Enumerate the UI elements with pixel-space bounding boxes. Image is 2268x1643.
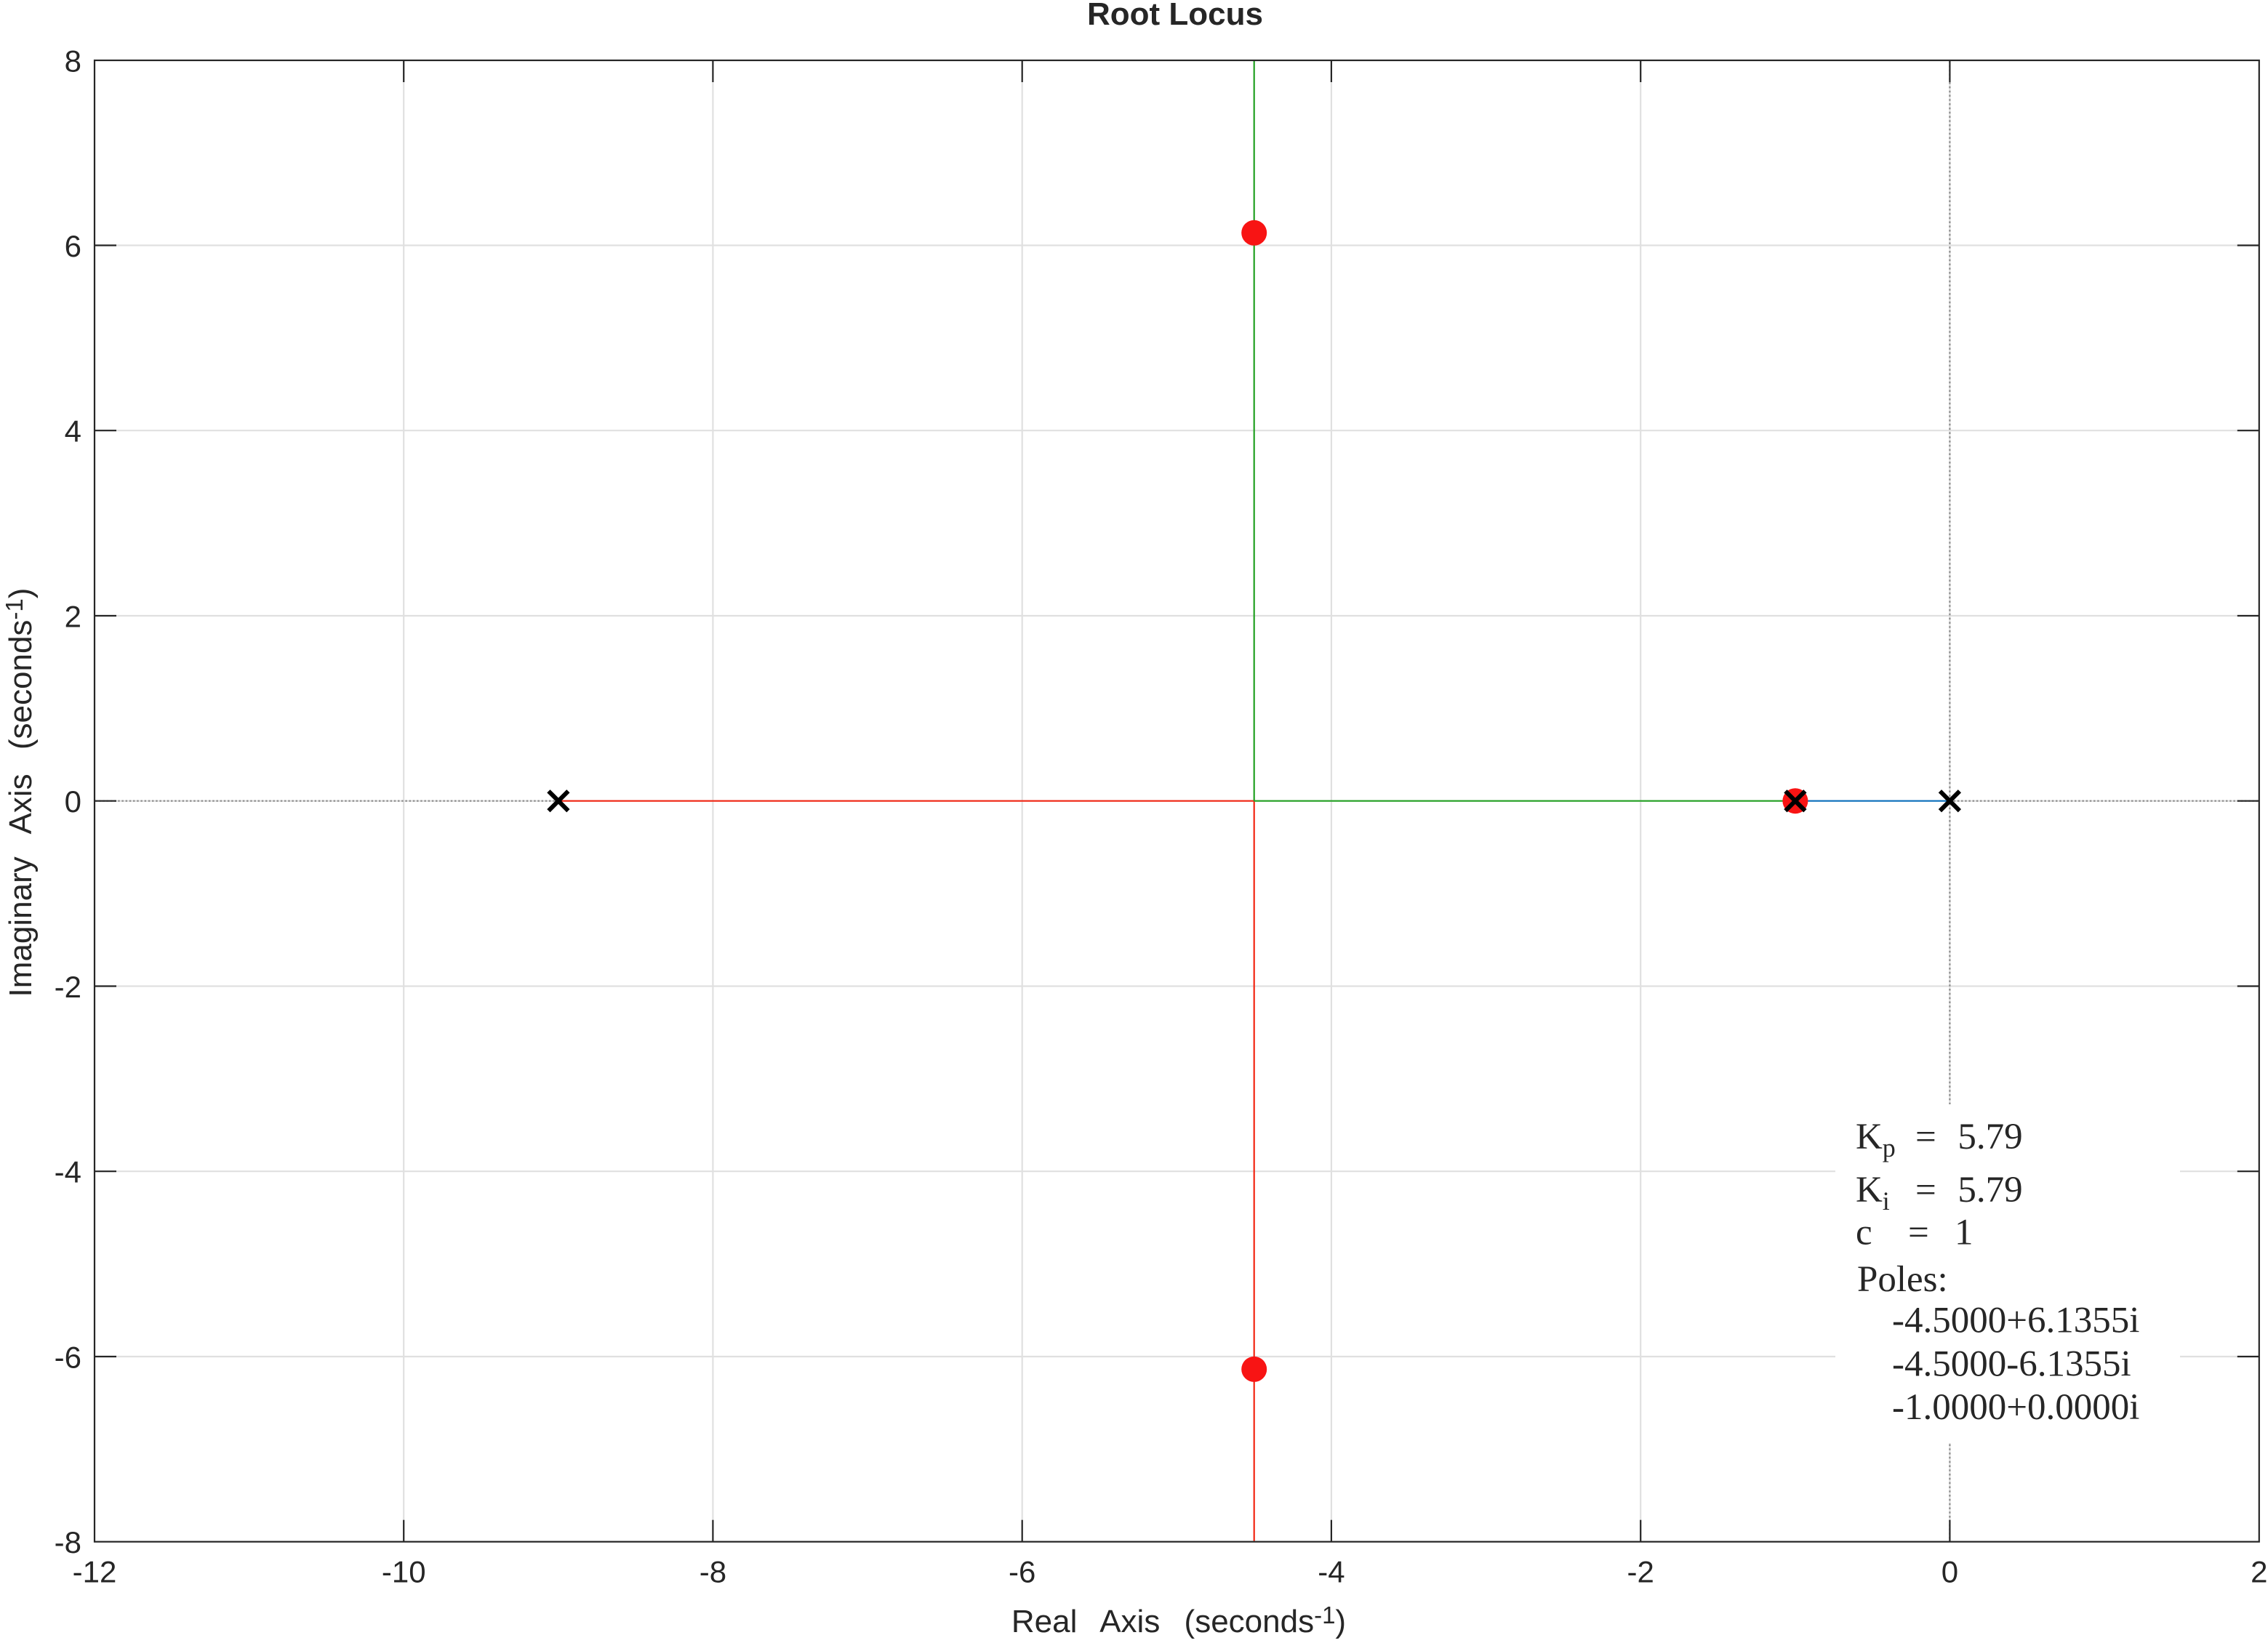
- svg-text:Real Axis (seconds-1): Real Axis (seconds-1): [1011, 1602, 1346, 1639]
- svg-text:K: K: [1856, 1117, 1883, 1157]
- svg-text:-10: -10: [382, 1555, 426, 1589]
- svg-text:-12: -12: [73, 1555, 117, 1589]
- svg-text:2: 2: [65, 599, 81, 633]
- svg-text:=: =: [1915, 1117, 1936, 1157]
- svg-text:i: i: [1883, 1186, 1890, 1216]
- svg-text:-2: -2: [55, 970, 81, 1004]
- svg-text:c: c: [1856, 1213, 1872, 1253]
- svg-text:0: 0: [65, 784, 81, 819]
- svg-text:5.79: 5.79: [1958, 1170, 2022, 1210]
- svg-text:Root Locus: Root Locus: [1087, 0, 1263, 32]
- svg-text:0: 0: [1942, 1555, 1958, 1589]
- svg-text:-1.0000+0.0000i: -1.0000+0.0000i: [1892, 1387, 2139, 1428]
- svg-text:=: =: [1908, 1213, 1929, 1253]
- svg-text:-8: -8: [700, 1555, 726, 1589]
- svg-text:-4: -4: [55, 1155, 81, 1189]
- svg-text:K: K: [1856, 1170, 1883, 1210]
- svg-text:2: 2: [2251, 1555, 2267, 1589]
- svg-text:Poles:: Poles:: [1857, 1259, 1948, 1300]
- svg-text:-2: -2: [1627, 1555, 1654, 1589]
- svg-text:5.79: 5.79: [1958, 1117, 2022, 1157]
- svg-text:-6: -6: [55, 1340, 81, 1374]
- svg-text:=: =: [1915, 1170, 1936, 1210]
- svg-text:4: 4: [65, 414, 81, 449]
- svg-text:-4: -4: [1318, 1555, 1345, 1589]
- svg-text:Imaginary Axis (seconds-1): Imaginary Axis (seconds-1): [1, 588, 39, 997]
- svg-text:p: p: [1883, 1133, 1896, 1162]
- svg-text:-8: -8: [55, 1525, 81, 1559]
- svg-text:-4.5000-6.1355i: -4.5000-6.1355i: [1892, 1344, 2131, 1385]
- svg-text:-6: -6: [1009, 1555, 1035, 1589]
- svg-text:1: 1: [1955, 1213, 1974, 1253]
- svg-text:-4.5000+6.1355i: -4.5000+6.1355i: [1892, 1300, 2139, 1341]
- svg-text:6: 6: [65, 229, 81, 263]
- svg-text:8: 8: [65, 44, 81, 78]
